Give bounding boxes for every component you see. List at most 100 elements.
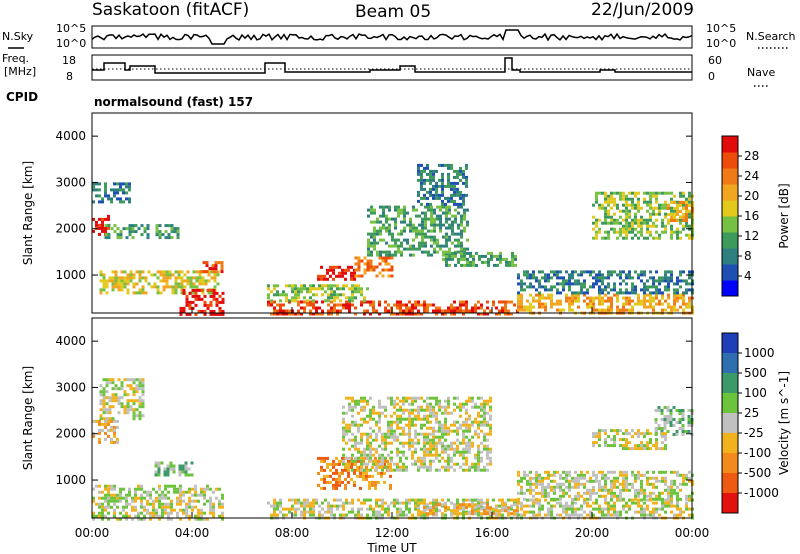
data-cell bbox=[107, 422, 110, 426]
data-cell bbox=[619, 227, 622, 231]
data-cell bbox=[104, 425, 107, 429]
data-cell bbox=[483, 402, 486, 406]
data-cell bbox=[165, 279, 169, 283]
data-cell bbox=[184, 461, 188, 465]
data-cell bbox=[453, 306, 456, 310]
data-cell bbox=[487, 257, 490, 261]
data-cell bbox=[387, 432, 390, 436]
data-cell bbox=[427, 205, 430, 209]
data-cell bbox=[408, 498, 411, 502]
data-cell bbox=[631, 282, 634, 286]
data-cell bbox=[408, 408, 411, 412]
data-cell bbox=[483, 399, 486, 403]
data-cell bbox=[351, 438, 354, 442]
data-cell bbox=[132, 417, 136, 421]
data-cell bbox=[381, 432, 384, 436]
data-cell bbox=[400, 229, 403, 233]
power-colorbar-swatch bbox=[722, 168, 738, 185]
data-cell bbox=[324, 498, 327, 502]
data-cell bbox=[444, 196, 447, 200]
data-cell bbox=[471, 501, 474, 505]
data-cell bbox=[113, 487, 116, 491]
data-cell bbox=[423, 509, 426, 513]
data-cell bbox=[535, 470, 538, 474]
data-cell bbox=[385, 229, 388, 233]
data-cell bbox=[429, 453, 432, 457]
data-cell bbox=[673, 305, 676, 309]
data-cell bbox=[562, 507, 565, 511]
data-cell bbox=[297, 300, 300, 304]
data-cell bbox=[459, 202, 462, 206]
data-cell bbox=[676, 230, 679, 234]
data-cell bbox=[405, 303, 408, 307]
data-cell bbox=[511, 263, 514, 267]
data-cell bbox=[420, 169, 423, 173]
data-cell bbox=[132, 291, 136, 295]
data-cell bbox=[390, 399, 393, 403]
data-cell bbox=[368, 483, 371, 487]
data-cell bbox=[400, 253, 403, 257]
data-cell bbox=[625, 476, 628, 480]
data-cell bbox=[309, 287, 312, 291]
data-cell bbox=[646, 299, 649, 303]
data-cell bbox=[424, 205, 427, 209]
data-cell bbox=[138, 279, 142, 283]
data-cell bbox=[113, 425, 116, 429]
data-cell bbox=[107, 502, 110, 506]
data-cell bbox=[423, 181, 426, 185]
data-cell bbox=[640, 230, 643, 234]
data-cell bbox=[495, 504, 498, 508]
data-cell bbox=[685, 207, 688, 210]
data-cell bbox=[601, 470, 604, 474]
data-cell bbox=[356, 459, 359, 463]
data-cell bbox=[559, 482, 562, 486]
data-cell bbox=[466, 251, 469, 255]
data-cell bbox=[438, 405, 441, 409]
data-cell bbox=[622, 488, 625, 492]
data-cell bbox=[421, 217, 424, 221]
data-cell bbox=[341, 274, 344, 278]
data-cell bbox=[333, 306, 336, 310]
data-cell bbox=[391, 232, 394, 236]
data-cell bbox=[107, 493, 110, 497]
data-cell bbox=[450, 444, 453, 448]
data-cell bbox=[667, 285, 670, 289]
data-cell bbox=[592, 308, 595, 312]
data-cell bbox=[513, 509, 516, 513]
data-cell bbox=[99, 393, 103, 397]
data-cell bbox=[474, 498, 477, 502]
data-cell bbox=[191, 306, 195, 310]
data-cell bbox=[486, 402, 489, 406]
data-cell bbox=[457, 205, 460, 209]
data-cell bbox=[383, 462, 386, 466]
data-cell bbox=[336, 507, 339, 511]
data-cell bbox=[397, 211, 400, 215]
data-cell bbox=[211, 267, 215, 271]
data-cell bbox=[381, 504, 384, 508]
data-cell bbox=[300, 300, 303, 304]
data-cell bbox=[445, 238, 448, 242]
data-cell bbox=[104, 437, 107, 441]
data-cell bbox=[652, 513, 655, 517]
data-cell bbox=[184, 464, 188, 468]
data-cell bbox=[339, 498, 342, 502]
data-cell bbox=[157, 473, 161, 477]
data-cell bbox=[520, 302, 523, 306]
data-cell bbox=[517, 305, 520, 309]
data-cell bbox=[405, 513, 408, 517]
data-cell bbox=[351, 405, 354, 409]
data-cell bbox=[513, 303, 516, 307]
data-cell bbox=[119, 496, 122, 500]
data-cell bbox=[619, 221, 622, 225]
data-cell bbox=[462, 513, 465, 517]
data-cell bbox=[426, 190, 429, 194]
data-cell bbox=[507, 513, 510, 517]
data-cell bbox=[393, 468, 396, 472]
data-cell bbox=[433, 229, 436, 233]
data-cell bbox=[107, 490, 110, 494]
data-cell bbox=[450, 312, 453, 316]
data-cell bbox=[342, 432, 345, 436]
data-cell bbox=[646, 279, 649, 283]
data-cell bbox=[351, 293, 354, 297]
data-cell bbox=[465, 417, 468, 421]
